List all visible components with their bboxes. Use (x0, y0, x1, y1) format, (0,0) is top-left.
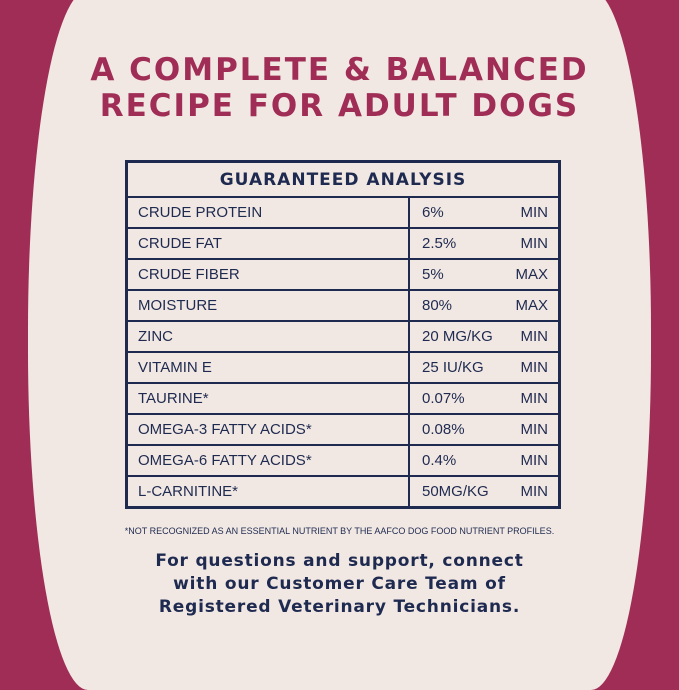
nutrient-name: CRUDE FAT (126, 227, 410, 259)
nutrient-value: 50MG/KG (409, 475, 512, 508)
table-row: MOISTURE 80% MAX (126, 289, 560, 321)
nutrient-name: OMEGA-6 FATTY ACIDS* (126, 444, 410, 476)
nutrient-unit: MIN (512, 320, 560, 352)
nutrient-value: 2.5% (409, 227, 512, 259)
nutrient-name: CRUDE PROTEIN (126, 196, 410, 228)
nutrient-name: OMEGA-3 FATTY ACIDS* (126, 413, 410, 445)
support-line: For questions and support, connect (155, 551, 524, 571)
guaranteed-analysis-table: GUARANTEED ANALYSIS CRUDE PROTEIN 6% MIN CR… (125, 160, 561, 509)
table-row: CRUDE PROTEIN 6% MIN (126, 196, 560, 228)
table-row: OMEGA-6 FATTY ACIDS* 0.4% MIN (126, 444, 560, 476)
nutrient-value: 80% (409, 289, 512, 321)
support-text: For questions and support, connect with … (0, 550, 679, 619)
table-row: VITAMIN E 25 IU/KG MIN (126, 351, 560, 383)
table-row: L-CARNITINE* 50MG/KG MIN (126, 475, 560, 508)
nutrient-value: 5% (409, 258, 512, 290)
nutrient-name: VITAMIN E (126, 351, 410, 383)
nutrient-unit: MIN (512, 227, 560, 259)
nutrient-unit: MIN (512, 351, 560, 383)
support-line: with our Customer Care Team of (173, 574, 506, 594)
page-title: A COMPLETE & BALANCED RECIPE FOR ADULT D… (0, 52, 679, 124)
nutrient-value: 0.4% (409, 444, 512, 476)
nutrient-name: L-CARNITINE* (126, 475, 410, 508)
table-row: CRUDE FAT 2.5% MIN (126, 227, 560, 259)
nutrient-unit: MIN (512, 444, 560, 476)
nutrient-name: TAURINE* (126, 382, 410, 414)
nutrient-name: ZINC (126, 320, 410, 352)
table-row: OMEGA-3 FATTY ACIDS* 0.08% MIN (126, 413, 560, 445)
nutrient-name: CRUDE FIBER (126, 258, 410, 290)
nutrient-value: 0.07% (409, 382, 512, 414)
title-line: A COMPLETE & BALANCED (90, 52, 589, 88)
table-row: TAURINE* 0.07% MIN (126, 382, 560, 414)
title-line: RECIPE FOR ADULT DOGS (99, 88, 580, 124)
nutrient-name: MOISTURE (126, 289, 410, 321)
nutrient-unit: MIN (512, 196, 560, 228)
table-row: CRUDE FIBER 5% MAX (126, 258, 560, 290)
footnote: *NOT RECOGNIZED AS AN ESSENTIAL NUTRIENT… (124, 526, 555, 536)
nutrient-unit: MIN (512, 413, 560, 445)
table-heading: GUARANTEED ANALYSIS (126, 161, 560, 198)
nutrient-value: 0.08% (409, 413, 512, 445)
support-line: Registered Veterinary Technicians. (158, 597, 521, 617)
nutrient-unit: MAX (512, 289, 560, 321)
nutrient-value: 20 MG/KG (409, 320, 512, 352)
nutrient-unit: MIN (512, 475, 560, 508)
nutrient-unit: MAX (512, 258, 560, 290)
nutrient-value: 6% (409, 196, 512, 228)
nutrient-value: 25 IU/KG (409, 351, 512, 383)
nutrient-unit: MIN (512, 382, 560, 414)
table-row: ZINC 20 MG/KG MIN (126, 320, 560, 352)
